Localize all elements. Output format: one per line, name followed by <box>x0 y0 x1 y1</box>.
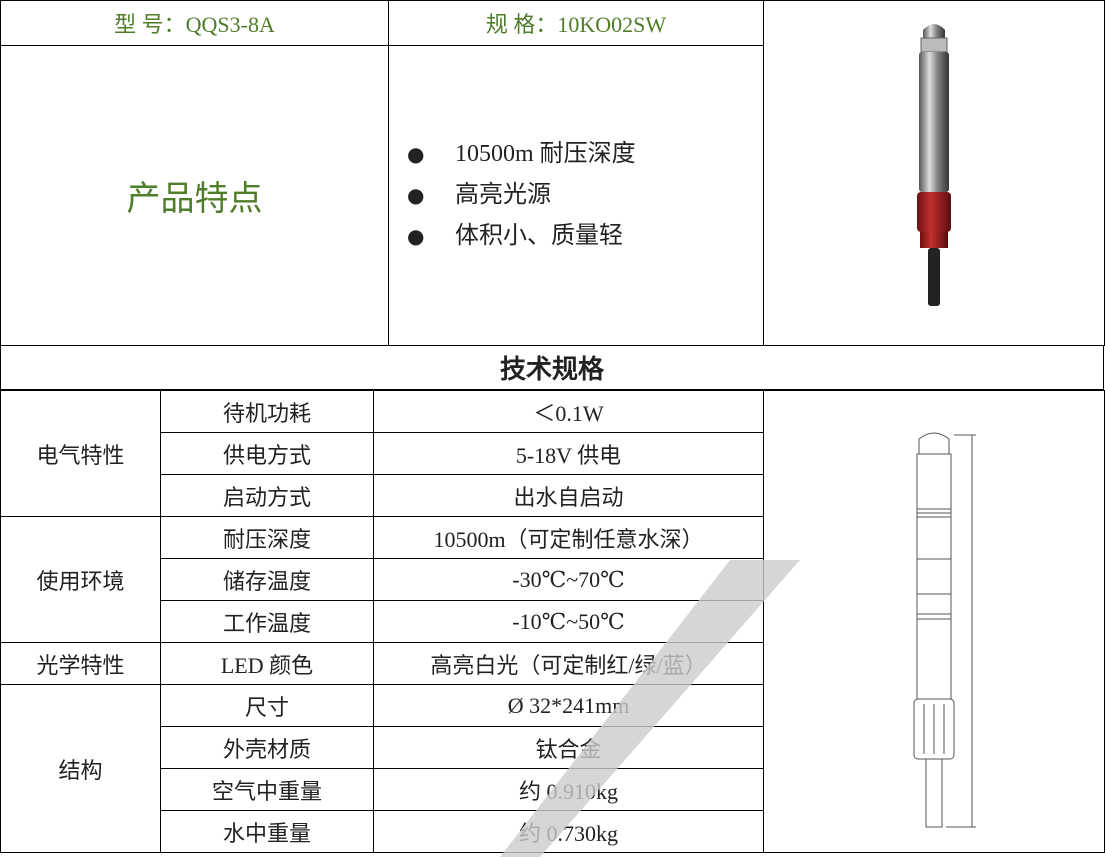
feature-item: 10500m 耐压深度 <box>407 134 763 175</box>
product-photo <box>763 0 1105 346</box>
spec-value: Ø 32*241mm <box>373 684 764 727</box>
spec-param: LED 颜色 <box>160 642 374 685</box>
spec-param: 工作温度 <box>160 600 374 643</box>
spec-param: 启动方式 <box>160 474 374 517</box>
spec-param: 待机功耗 <box>160 390 374 433</box>
spec-param: 储存温度 <box>160 558 374 601</box>
spec-table: 电气特性 待机功耗 ＜0.1W 供电方式 5-18V 供电 启动方式 出水自启动 使用环境 耐压… <box>0 390 1105 853</box>
spec-value: 高亮白光（可定制红/绿/蓝） <box>373 642 764 685</box>
spec-row: 使用环境 耐压深度 10500m（可定制任意水深） <box>0 516 1105 643</box>
group-name: 光学特性 <box>0 642 161 685</box>
spec-row: 电气特性 待机功耗 ＜0.1W <box>0 390 1105 853</box>
group-name: 使用环境 <box>0 516 161 643</box>
spec-label: 规 格：10KO02SW <box>388 0 764 46</box>
feature-list: 10500m 耐压深度高亮光源体积小、质量轻 <box>389 134 763 257</box>
spec-row: 供电方式 5-18V 供电 <box>1 432 1105 475</box>
spec-param: 尺寸 <box>160 684 374 727</box>
spec-row: 启动方式 出水自启动 <box>1 474 1105 517</box>
section-title: 技术规格 <box>0 345 1104 390</box>
spec-value: 钛合金 <box>373 726 764 769</box>
features-title: 产品特点 <box>0 45 389 346</box>
product-table: 型 号：QQS3-8A 规 格：10KO02SW 产品特点 10500m 耐压深… <box>0 0 1105 346</box>
spec-value: 约 0.910kg <box>373 768 764 811</box>
group-name: 结构 <box>0 684 161 853</box>
photo <box>917 24 951 306</box>
features-cell: 10500m 耐压深度高亮光源体积小、质量轻 <box>388 45 764 346</box>
spec-param: 供电方式 <box>160 432 374 475</box>
model-label: 型 号：QQS3-8A <box>0 0 389 46</box>
group-name: 电气特性 <box>0 390 161 517</box>
feature-item: 体积小、质量轻 <box>407 216 763 257</box>
spec-value: 10500m（可定制任意水深） <box>373 516 764 559</box>
spec-value: -10℃~50℃ <box>373 600 764 643</box>
spec-value: -30℃~70℃ <box>373 558 764 601</box>
spec-value: 5-18V 供电 <box>373 432 764 475</box>
drawing <box>913 432 976 827</box>
spec-param: 耐压深度 <box>160 516 374 559</box>
spec-value: 出水自启动 <box>373 474 764 517</box>
spec-value: 约 0.730kg <box>373 810 764 853</box>
feature-item: 高亮光源 <box>407 175 763 216</box>
spec-param: 外壳材质 <box>160 726 374 769</box>
spec-param: 空气中重量 <box>160 768 374 811</box>
spec-param: 水中重量 <box>160 810 374 853</box>
spec-value: ＜0.1W <box>373 390 764 433</box>
drawing-cell <box>763 390 1105 853</box>
